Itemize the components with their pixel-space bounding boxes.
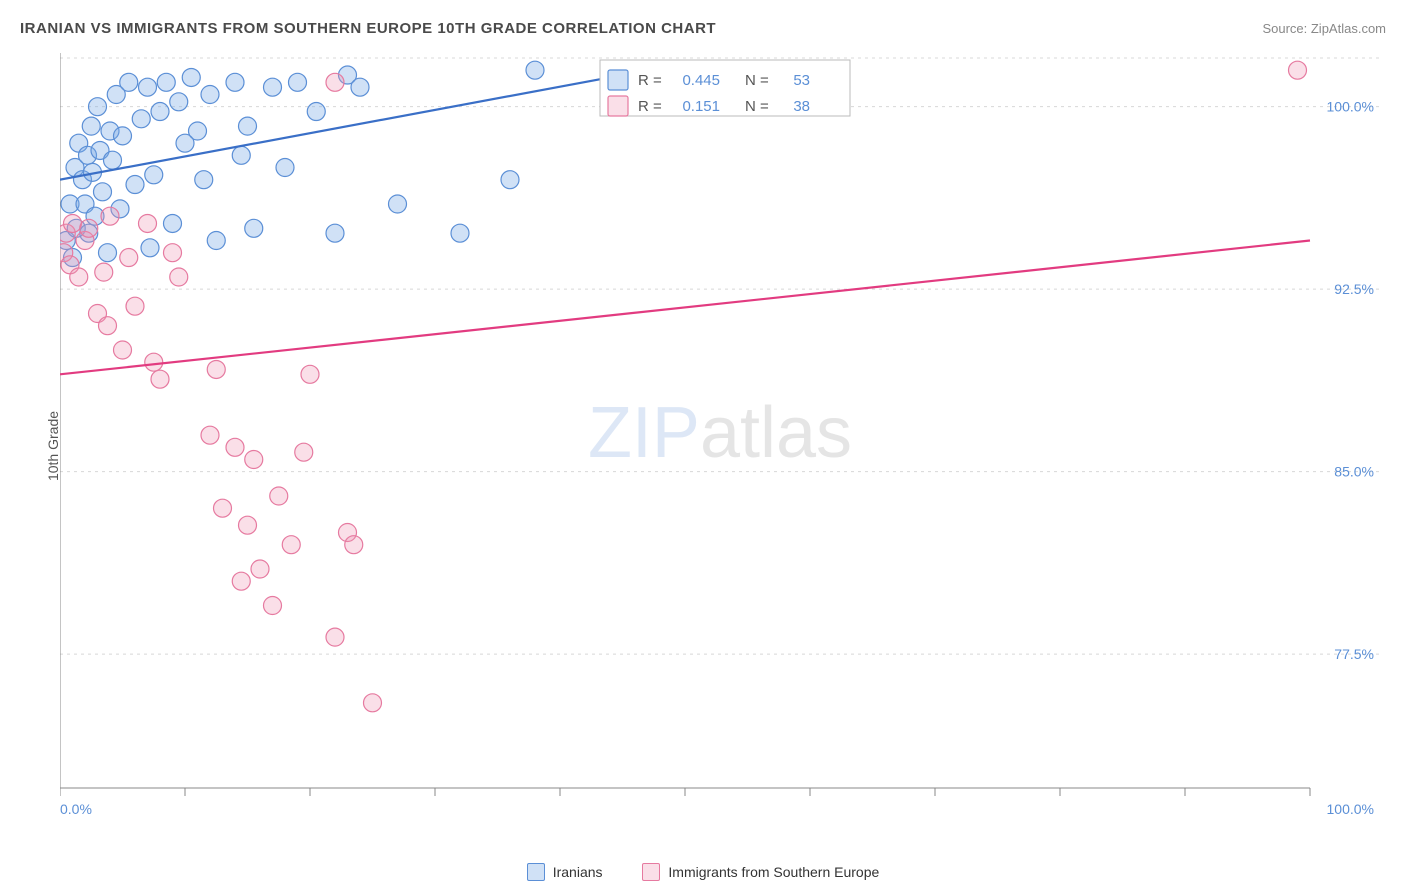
svg-text:53: 53 [793,72,810,89]
title-bar: IRANIAN VS IMMIGRANTS FROM SOUTHERN EURO… [20,20,1386,37]
svg-text:85.0%: 85.0% [1334,464,1374,480]
legend-item-iranians: Iranians [527,863,603,881]
bottom-legend: Iranians Immigrants from Southern Europe [0,863,1406,884]
y-axis-label: 10th Grade [45,411,61,481]
svg-text:38: 38 [793,98,810,115]
svg-text:N =: N = [745,72,769,89]
svg-text:R =: R = [638,98,662,115]
legend-label-immigrants: Immigrants from Southern Europe [668,864,879,880]
svg-text:0.0%: 0.0% [60,801,92,817]
legend-item-immigrants: Immigrants from Southern Europe [642,863,879,881]
svg-text:0.445: 0.445 [682,72,720,89]
scatter-chart-svg: 77.5% 85.0% 92.5% 100.0% 0.0% 100.0% R = 0.445 N… [60,48,1380,818]
svg-text:100.0%: 100.0% [1327,99,1374,115]
svg-text:100.0%: 100.0% [1327,801,1374,817]
svg-text:R =: R = [638,72,662,89]
chart-area: 77.5% 85.0% 92.5% 100.0% 0.0% 100.0% R = 0.445 N… [60,48,1380,818]
chart-title: IRANIAN VS IMMIGRANTS FROM SOUTHERN EURO… [20,20,716,37]
svg-text:92.5%: 92.5% [1334,281,1374,297]
source-label: Source: ZipAtlas.com [1262,21,1386,36]
svg-text:N =: N = [745,98,769,115]
legend-swatch-immigrants [642,863,660,881]
legend-swatch-iranians [527,863,545,881]
svg-text:0.151: 0.151 [682,98,720,115]
svg-text:77.5%: 77.5% [1334,646,1374,662]
legend-label-iranians: Iranians [553,864,603,880]
